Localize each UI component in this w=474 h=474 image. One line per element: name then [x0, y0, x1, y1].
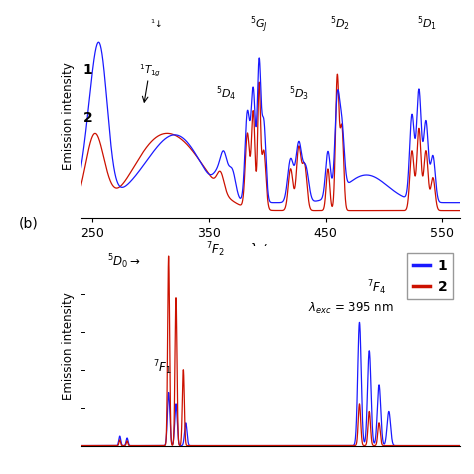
Text: $^7F_1$: $^7F_1$: [153, 358, 172, 377]
Text: (b): (b): [19, 217, 39, 230]
Y-axis label: Emission intensity: Emission intensity: [62, 62, 75, 170]
Text: $^5D_1$: $^5D_1$: [417, 15, 437, 33]
Text: $^5D_4$: $^5D_4$: [216, 85, 237, 103]
Text: $^1$↓: $^1$↓: [150, 18, 163, 30]
Text: $^5D_3$: $^5D_3$: [289, 85, 309, 103]
Text: $^7F_2$: $^7F_2$: [206, 240, 225, 259]
X-axis label: λ / nm: λ / nm: [249, 243, 291, 256]
Text: 1: 1: [83, 63, 92, 77]
Text: $\lambda_{exc}$ = 395 nm: $\lambda_{exc}$ = 395 nm: [308, 301, 394, 316]
Text: $^1T_{1g}$: $^1T_{1g}$: [139, 63, 161, 79]
Text: 2: 2: [83, 111, 92, 125]
Text: $^5G_J$: $^5G_J$: [250, 14, 268, 36]
Y-axis label: Emission intensity: Emission intensity: [62, 292, 75, 400]
Text: $^5D_0\rightarrow$: $^5D_0\rightarrow$: [107, 253, 141, 271]
Text: $^5D_2$: $^5D_2$: [329, 15, 350, 33]
Legend: $\mathbf{1}$, $\mathbf{2}$: $\mathbf{1}$, $\mathbf{2}$: [407, 254, 453, 300]
Text: $^7F_4$: $^7F_4$: [367, 278, 386, 297]
